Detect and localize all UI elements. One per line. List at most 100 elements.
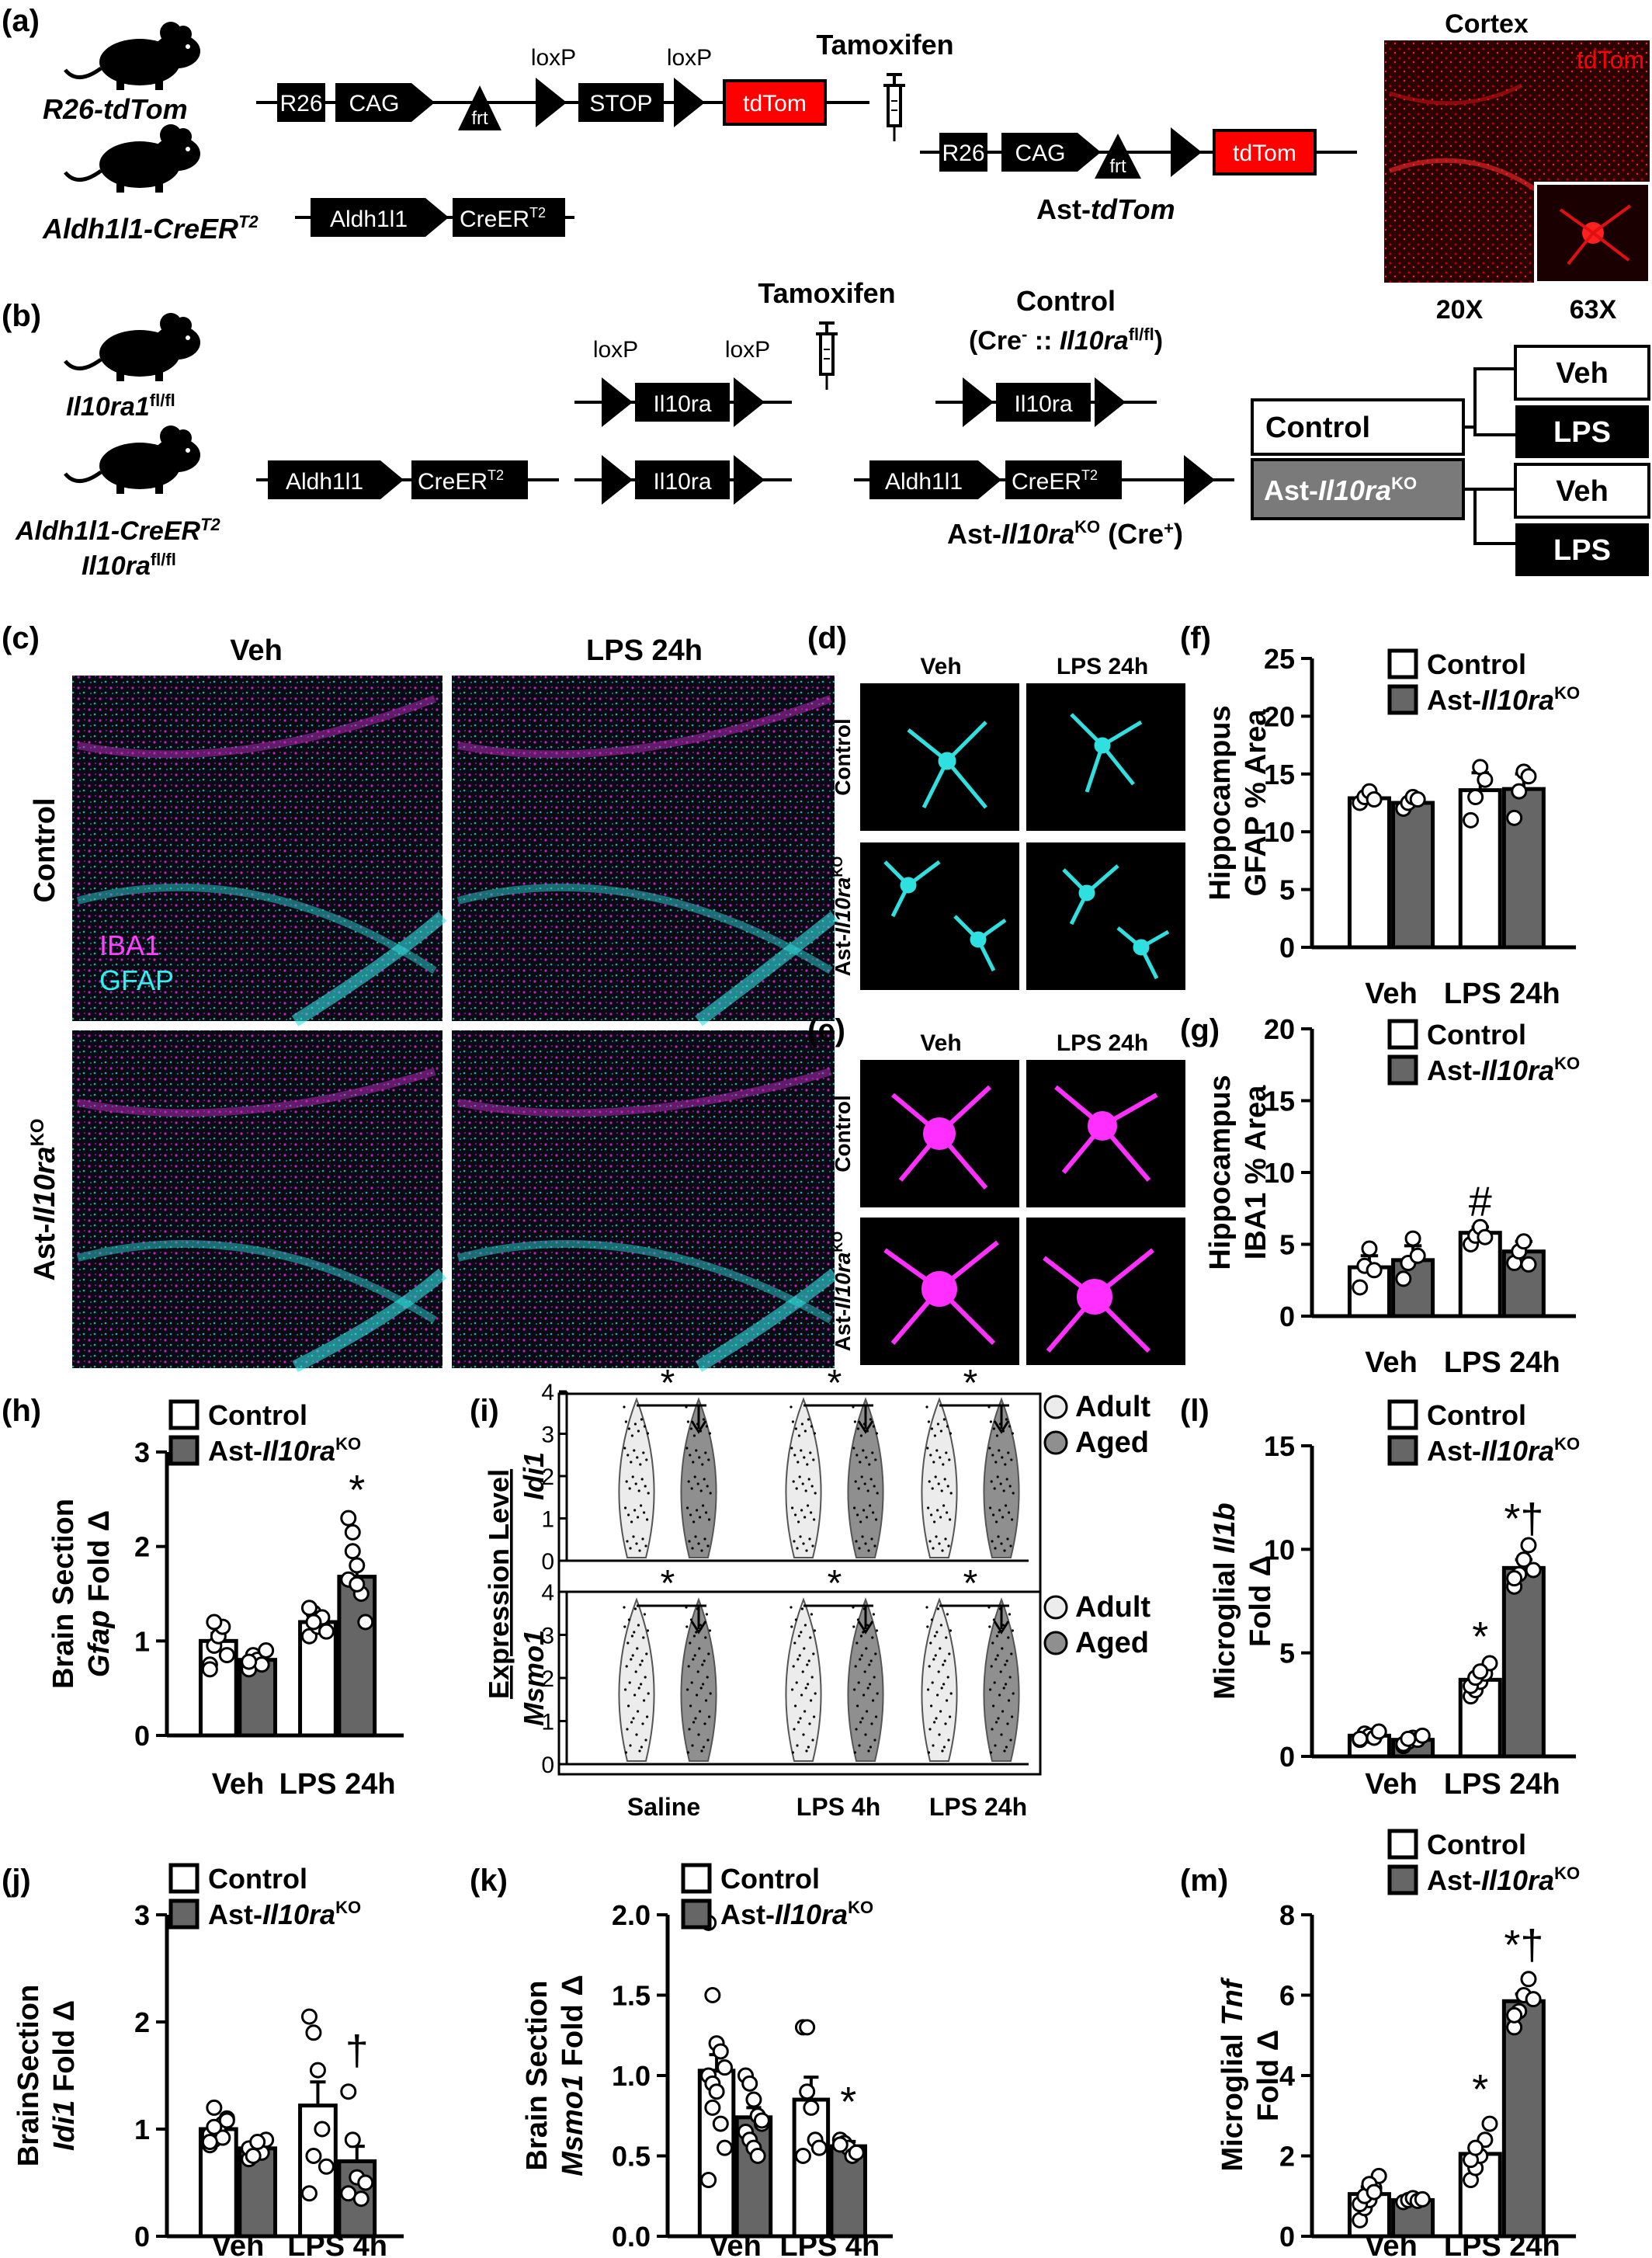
violin-point (1011, 1629, 1014, 1632)
violin-point (639, 1463, 642, 1466)
violin-point (801, 1670, 804, 1673)
violin-point (703, 1659, 706, 1662)
col-veh-d: Veh (920, 654, 961, 679)
violin-point (630, 1461, 633, 1464)
violin-point (932, 1658, 935, 1661)
violin-point (632, 1535, 635, 1538)
data-point (704, 2099, 721, 2116)
bar-control (1347, 796, 1391, 950)
chart-h-gfap-fold: 0 1 2 3 Brain Section Gfap Fold Δ Veh LPS 24h * C… (47, 1399, 404, 1801)
panel-g-label: (g) (1180, 1013, 1220, 1047)
legend-ko-sup: KO (848, 1898, 873, 1917)
y-tick-label: 4 (541, 1380, 554, 1405)
violin-point (790, 1405, 793, 1409)
svg-text:Il10ra: Il10ra (653, 469, 711, 495)
violin-point (949, 1715, 952, 1718)
data-point (305, 1614, 322, 1631)
violin-point (995, 1520, 998, 1523)
y-label-line1: Hippocampus (1204, 1075, 1237, 1270)
violin-point (692, 1520, 696, 1523)
col-lps-d: LPS 24h (1057, 654, 1148, 679)
violin-point (869, 1478, 873, 1481)
mag-63x: 63X (1570, 295, 1617, 325)
astrocyte-images (860, 683, 1185, 990)
y-tick-label: 1 (541, 1507, 554, 1533)
violin-point (990, 1665, 993, 1668)
violin-point (944, 1722, 947, 1725)
group-boxes: Control Ast-Il10raKO Veh LPS Veh LPS (1251, 345, 1650, 576)
violin-point (643, 1699, 646, 1702)
svg-text:Il10ra: Il10ra (1014, 391, 1072, 417)
violin-point (640, 1418, 644, 1421)
violin-point (708, 1629, 712, 1632)
svg-text:frt: frt (1109, 156, 1126, 177)
violin-shape (618, 1597, 655, 1762)
y-tick-label: 15 (1264, 1086, 1295, 1117)
violin-point (855, 1540, 858, 1543)
data-point (201, 1661, 218, 1678)
y-tick-label: 2 (134, 2006, 150, 2038)
violin-point (1001, 1647, 1004, 1650)
violin-point (624, 1420, 628, 1423)
violin-point (627, 1618, 631, 1621)
violin-point (698, 1456, 701, 1459)
violin-point (854, 1480, 857, 1483)
violin-point (686, 1506, 689, 1509)
data-point (1414, 2190, 1431, 2208)
mouse-label-aldh: Aldh1l1-CreERT2 (42, 212, 259, 245)
violin-point (991, 1641, 994, 1645)
data-point (349, 1575, 366, 1593)
y-tick-label: 1.5 (612, 1980, 651, 2012)
violin-point (866, 1710, 869, 1713)
violin-point (640, 1504, 643, 1507)
legend-label-ko: Ast-Il10raKO (1427, 1864, 1580, 1896)
violin-point (708, 1432, 712, 1435)
data-point (1511, 783, 1528, 800)
legend-swatch-aged (1043, 1430, 1068, 1455)
y-label-gene: Gfap (83, 1610, 116, 1678)
violin-point (931, 1487, 934, 1490)
control-title-b: Control (1016, 285, 1116, 317)
violin-point (700, 1549, 703, 1552)
violin-point (694, 1535, 697, 1538)
violin-point (689, 1618, 693, 1621)
violin-point (803, 1429, 807, 1433)
row-control-c: Control (29, 797, 61, 902)
violin-point (644, 1739, 647, 1742)
violin-point (630, 1520, 633, 1523)
construct-r26-tdtom: R26 CAG frt loxP STOP loxP tdTom (256, 45, 869, 130)
violin-point (859, 1634, 862, 1638)
violin-point (793, 1641, 796, 1645)
violin-point (810, 1676, 814, 1679)
violin-point (936, 1423, 939, 1426)
violin-point (989, 1751, 992, 1754)
legend-label-control: Control (1427, 1829, 1526, 1860)
violin-point (633, 1423, 637, 1426)
legend-ko-gene: Il10ra (262, 1898, 335, 1930)
violin-point (995, 1721, 998, 1724)
violin-shape (680, 1597, 717, 1762)
panel-b-label: (b) (2, 299, 41, 333)
violin-point (861, 1535, 864, 1538)
violin-point (946, 1511, 949, 1514)
svg-text:Veh: Veh (1556, 475, 1609, 508)
violin-point (948, 1652, 951, 1655)
violin-point (791, 1751, 795, 1754)
violin-point (1008, 1699, 1011, 1702)
violin-point (1008, 1485, 1012, 1488)
construct-b-il10ra-top: loxP loxP Il10ra (574, 337, 792, 427)
violin-point (854, 1665, 857, 1668)
y-axis-label: BrainSection Idi1 Fold Δ (12, 1985, 81, 2166)
violin-point (941, 1749, 944, 1753)
panel-e-label: (e) (807, 1013, 845, 1047)
violin-point (791, 1688, 794, 1691)
violin-point (699, 1710, 702, 1713)
violin-point (691, 1547, 694, 1550)
data-point (349, 1557, 366, 1574)
violin-point (636, 1456, 639, 1459)
mouse-label-cross-1: Aldh1l1-CreERT2 (15, 515, 221, 546)
violin-point (1003, 1749, 1006, 1753)
violin-point (852, 1625, 856, 1628)
violin-point (1000, 1542, 1003, 1545)
violin-point (866, 1687, 869, 1690)
